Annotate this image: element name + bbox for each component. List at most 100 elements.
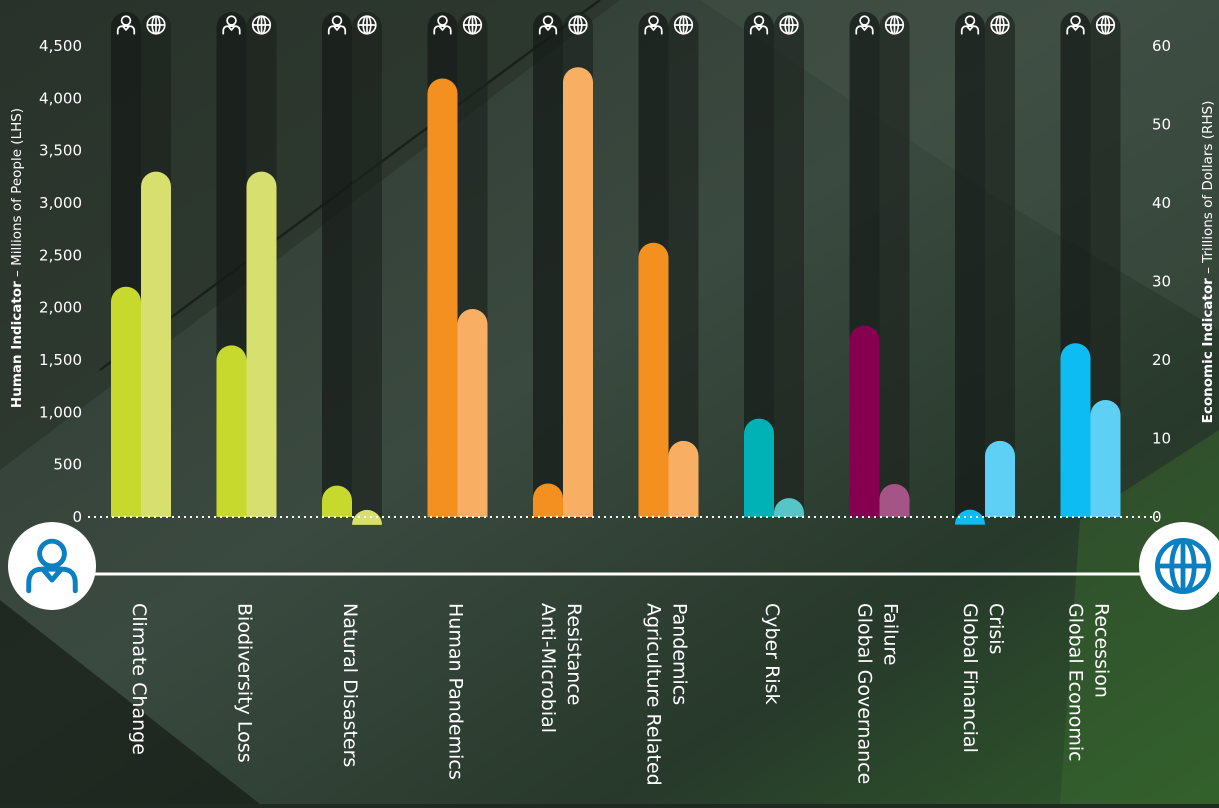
- person-icon: [855, 15, 874, 35]
- globe-icon: [1095, 15, 1116, 35]
- category-label: Failure: [880, 603, 902, 666]
- bar-track-human: [533, 12, 563, 517]
- bar-track-human: [322, 12, 352, 517]
- person-icon-body: [1066, 25, 1085, 35]
- background-shade-bottom-left: [0, 600, 260, 804]
- bar-economic: [774, 498, 804, 517]
- bar-human: [849, 325, 880, 517]
- category-label: Anti-Microbial: [537, 603, 559, 733]
- bar-group: [111, 12, 171, 517]
- bar-group: [322, 12, 382, 525]
- bar-group: [1060, 12, 1121, 518]
- globe-icon: [884, 15, 905, 35]
- left-axis-title: Human Indicator – Millions of People (LH…: [9, 108, 25, 408]
- globe-icon: [990, 15, 1010, 35]
- person-icon-large: [26, 538, 78, 594]
- bar-track-economic: [668, 12, 699, 518]
- category-label: Pandemics: [669, 603, 691, 705]
- left-tick-label: 1,000: [39, 403, 82, 421]
- person-icon-head: [648, 15, 659, 26]
- bar-economic: [352, 509, 382, 525]
- person-icon-head: [859, 15, 870, 26]
- person-icon-head: [542, 15, 554, 26]
- person-icon-head: [753, 15, 765, 26]
- bar-human: [427, 78, 458, 518]
- person-icon-body: [538, 25, 558, 35]
- person-icon-body: [327, 25, 347, 35]
- left-tick-label: 2,000: [39, 299, 82, 317]
- bar-human: [744, 418, 774, 517]
- left-tick-label: 3,000: [39, 194, 82, 212]
- globe-icon: [146, 15, 166, 35]
- person-icon-head: [226, 15, 237, 26]
- left-tick-label: 4,500: [39, 37, 82, 55]
- globe-icon: [568, 15, 588, 35]
- globe-icon: [357, 15, 377, 35]
- person-icon-head: [437, 15, 448, 26]
- bar-group: [533, 12, 593, 517]
- right-tick-label: 60: [1152, 37, 1171, 55]
- bar-human: [111, 286, 141, 517]
- bar-human: [216, 345, 247, 517]
- bar-economic: [879, 484, 910, 517]
- person-icon: [222, 15, 241, 35]
- category-label: Cyber Risk: [761, 603, 783, 705]
- bar-economic: [1090, 400, 1121, 517]
- bar-group: [638, 12, 699, 518]
- bar-human: [638, 242, 669, 517]
- globe-icon-large: [1154, 537, 1212, 595]
- left-tick-label: 1,500: [39, 351, 82, 369]
- bar-group: [955, 12, 1015, 525]
- person-icon-body: [433, 25, 452, 35]
- bar-human: [533, 483, 563, 517]
- category-label: Crisis: [985, 603, 1007, 654]
- category-label: Climate Change: [128, 603, 150, 755]
- bar-group: [216, 12, 277, 518]
- category-label: Recession: [1091, 603, 1113, 698]
- left-tick-label: 2,500: [39, 246, 82, 264]
- person-icon-body: [222, 25, 241, 35]
- bar-human: [322, 485, 352, 517]
- bar-economic: [141, 171, 171, 517]
- bar-track-economic: [1090, 12, 1121, 518]
- person-icon-body: [749, 25, 769, 35]
- right-tick-label: 50: [1152, 116, 1171, 134]
- bar-track-economic: [352, 12, 382, 517]
- category-label: Agriculture Related: [643, 603, 665, 786]
- category-label: Natural Disasters: [339, 603, 361, 767]
- person-icon-head: [120, 15, 132, 26]
- bar-economic: [457, 308, 488, 517]
- right-tick-label: 40: [1152, 194, 1171, 212]
- left-tick-label: 0: [72, 508, 82, 526]
- person-icon: [1066, 15, 1085, 35]
- category-label: Resistance: [563, 603, 585, 705]
- person-icon-head: [37, 538, 67, 569]
- right-axis-title-bold: Economic Indicator: [1200, 278, 1216, 424]
- bar-group: [427, 12, 488, 518]
- globe-icon: [673, 15, 694, 35]
- person-icon: [433, 15, 452, 35]
- right-axis-title: Economic Indicator – Trillions of Dollar…: [1200, 101, 1216, 424]
- category-label: Biodiversity Loss: [234, 603, 256, 763]
- person-icon-body: [855, 25, 874, 35]
- person-icon: [644, 15, 663, 35]
- person-icon: [960, 15, 980, 35]
- bar-economic: [563, 67, 593, 517]
- bar-track-human: [744, 12, 774, 517]
- person-icon-body: [116, 25, 136, 35]
- bar-economic: [985, 440, 1015, 517]
- bar-economic: [668, 440, 699, 517]
- bar-group: [744, 12, 804, 517]
- bar-track-economic: [985, 12, 1015, 517]
- left-tick-label: 3,500: [39, 142, 82, 160]
- person-icon: [749, 15, 769, 35]
- person-icon-body: [26, 566, 78, 594]
- right-axis-title-rest: – Trillions of Dollars (RHS): [1200, 101, 1216, 279]
- bar-economic: [246, 171, 277, 517]
- left-tick-label: 500: [53, 456, 82, 474]
- category-label: Human Pandemics: [445, 603, 467, 780]
- globe-icon: [251, 15, 272, 35]
- right-tick-label: 30: [1152, 273, 1171, 291]
